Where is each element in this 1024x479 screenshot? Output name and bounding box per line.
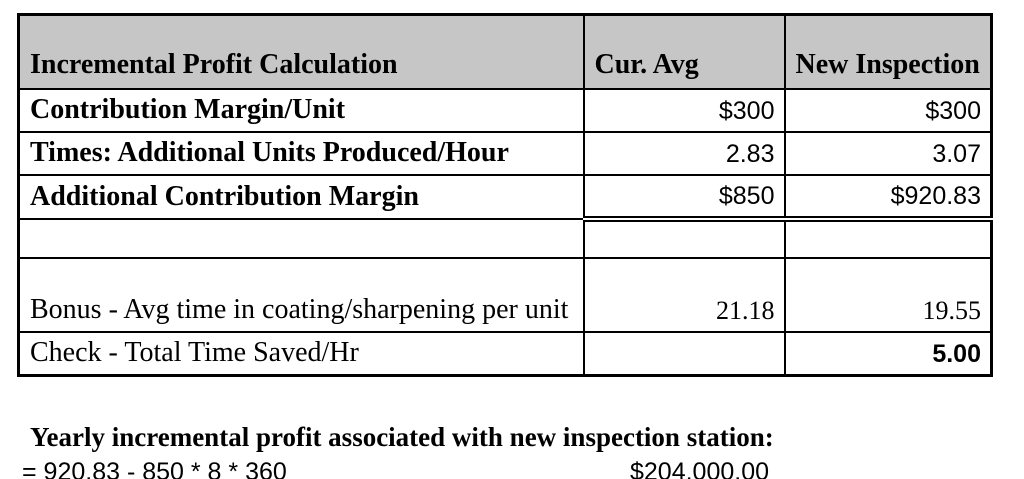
- cur-avg-value: 21.18: [582, 256, 786, 333]
- summary-formula: = 920.83 - 850 * 8 * 360: [22, 457, 287, 479]
- row-label-blank: [17, 217, 585, 259]
- row-label-additional-contribution-margin: Additional Contribution Margin: [17, 173, 585, 220]
- row-label-additional-units: Times: Additional Units Produced/Hour: [17, 130, 585, 176]
- incremental-profit-table: Incremental Profit Calculation Cur. Avg …: [17, 13, 993, 377]
- new-inspection-value: 3.07: [783, 130, 993, 176]
- table-row: Bonus - Avg time in coating/sharpening p…: [17, 256, 993, 333]
- cur-avg-value: 2.83: [582, 130, 786, 176]
- table-header-row: Incremental Profit Calculation Cur. Avg …: [17, 13, 993, 90]
- new-inspection-value: $300: [783, 87, 993, 133]
- table-row: Contribution Margin/Unit $300 $300: [17, 87, 993, 133]
- table-row: Check - Total Time Saved/Hr 5.00: [17, 330, 993, 376]
- summary-section: Yearly incremental profit associated wit…: [0, 422, 1024, 479]
- cur-avg-value: $300: [582, 87, 786, 133]
- cur-avg-value: $850: [582, 173, 786, 220]
- row-label-contribution-margin: Contribution Margin/Unit: [17, 87, 585, 133]
- table-row: Times: Additional Units Produced/Hour 2.…: [17, 130, 993, 176]
- header-incremental-profit-calculation: Incremental Profit Calculation: [17, 13, 585, 90]
- header-new-inspection: New Inspection: [783, 13, 993, 90]
- new-inspection-value: $920.83: [783, 173, 993, 220]
- new-inspection-value-total: 5.00: [783, 330, 993, 376]
- new-inspection-value: [783, 215, 993, 259]
- table-row: Additional Contribution Margin $850 $920…: [17, 173, 993, 220]
- summary-result: $204,000.00: [630, 457, 770, 479]
- new-inspection-value: 19.55: [783, 256, 993, 333]
- summary-title: Yearly incremental profit associated wit…: [30, 421, 774, 452]
- summary-line: = 920.83 - 850 * 8 * 360 $204,000.00: [22, 458, 1024, 479]
- cur-avg-value: [582, 330, 786, 376]
- cur-avg-value: [582, 215, 786, 259]
- row-label-bonus-avg-time: Bonus - Avg time in coating/sharpening p…: [17, 256, 585, 333]
- row-label-check-total-time-saved: Check - Total Time Saved/Hr: [17, 330, 585, 376]
- table-row-blank: [17, 215, 993, 259]
- header-cur-avg: Cur. Avg: [582, 13, 786, 90]
